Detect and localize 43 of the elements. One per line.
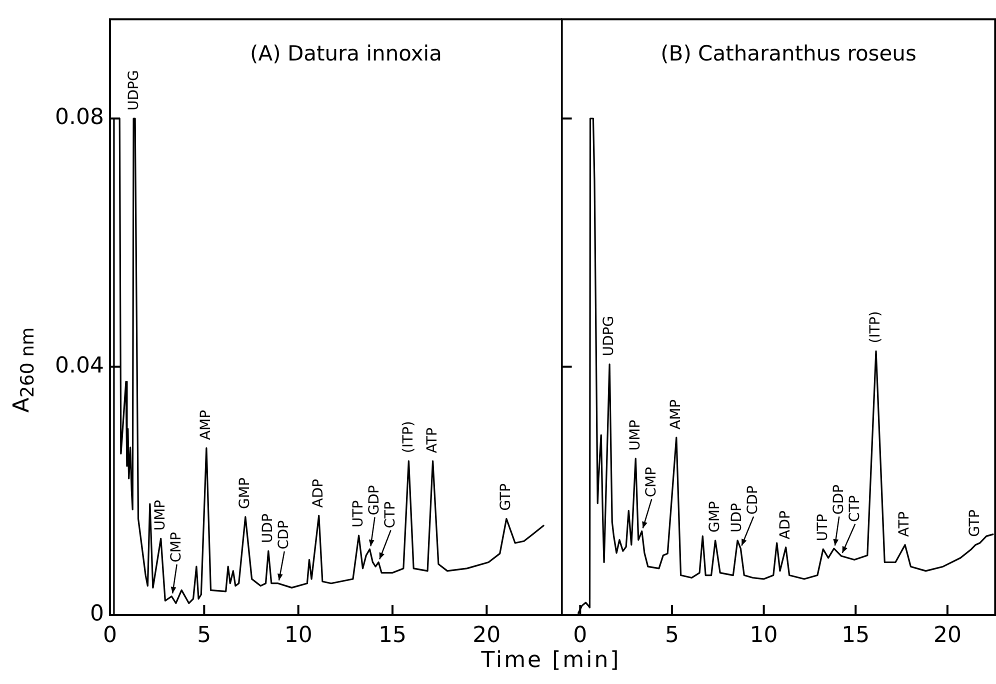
annotation: UDP [260,514,276,544]
annotation: UDPG [601,316,618,356]
x-tick-label: 10 [284,622,312,648]
annotation: UMP [152,500,168,531]
annotation: UTP [350,500,366,528]
text: (A) Datura innoxia [250,42,442,66]
y-tick-label: 0.04 [55,353,104,378]
annotation: AMP [198,410,214,440]
x-axis-title: Time [min] [481,648,621,673]
annotation: UDPG [126,70,142,110]
x-tick-label: 10 [750,622,778,648]
annotation: GTP [967,510,984,537]
annotation: ADP [777,510,794,540]
x-tick-label: 15 [378,622,406,648]
annotation: CTP [846,495,863,522]
annotation: CMP [168,532,184,562]
annotation: CDP [745,486,762,515]
annotation: GDP [830,484,847,515]
x-tick-label: 20 [933,622,962,648]
annotation: GTP [498,483,514,511]
annotation: ATP [896,511,913,537]
annotation: GDP [366,485,382,516]
annotation: ADP [310,478,326,508]
x-tick-label: 5 [197,622,212,648]
annotation: ATP [424,428,440,454]
annotation: (ITP) [400,421,416,454]
text: (B) Catharanthus roseus [660,42,916,66]
annotation: UTP [814,514,831,542]
x-tick-label: 0 [573,622,588,648]
annotation: UMP [627,420,644,451]
y-tick-label: 0 [90,602,104,627]
annotation: CDP [276,520,292,550]
annotation: CMP [643,466,660,498]
annotation: GMP [237,478,254,509]
annotation: AMP [668,399,684,430]
annotation: (ITP) [868,311,884,344]
annotation: UDP [729,503,746,533]
x-tick-label: 15 [842,622,870,648]
x-tick-label: 20 [472,622,501,648]
annotation: CTP [382,501,398,528]
y-tick-label: 0.08 [55,105,104,130]
annotation: GMP [706,501,723,533]
x-tick-label: 5 [664,622,679,648]
